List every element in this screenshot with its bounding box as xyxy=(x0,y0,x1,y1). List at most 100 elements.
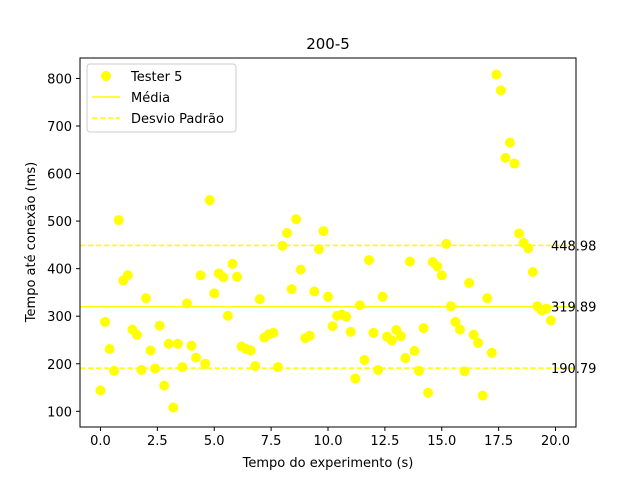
x-tick-label: 2.5 xyxy=(147,434,168,449)
data-point xyxy=(145,345,156,356)
data-point xyxy=(441,238,452,249)
data-point xyxy=(436,270,447,281)
data-point xyxy=(177,362,188,373)
data-point xyxy=(95,385,106,396)
data-point xyxy=(181,298,192,309)
data-point xyxy=(131,329,142,340)
data-point xyxy=(523,243,534,254)
data-point xyxy=(313,244,324,255)
std-lower-annotation: 190.79 xyxy=(551,362,597,377)
data-point xyxy=(341,311,352,322)
data-point xyxy=(204,195,215,206)
data-point xyxy=(163,338,174,349)
mean-annotation: 319.89 xyxy=(551,301,597,316)
data-point xyxy=(454,324,465,335)
data-point xyxy=(414,365,425,376)
data-point xyxy=(527,266,538,277)
data-point xyxy=(491,69,502,80)
data-point xyxy=(200,358,211,369)
data-point xyxy=(482,293,493,304)
data-point xyxy=(445,301,456,312)
y-tick-label: 700 xyxy=(47,120,72,135)
data-point xyxy=(477,390,488,401)
data-point xyxy=(136,364,147,375)
data-point xyxy=(350,373,361,384)
y-tick-label: 100 xyxy=(47,405,72,420)
data-point xyxy=(286,284,297,295)
y-tick-label: 200 xyxy=(47,358,72,373)
data-point xyxy=(154,320,165,331)
data-point xyxy=(368,327,379,338)
data-point xyxy=(254,294,265,305)
legend: Tester 5 Média Desvio Padrão xyxy=(86,63,237,133)
data-point xyxy=(541,303,552,314)
data-point xyxy=(404,256,415,267)
data-point xyxy=(140,293,151,304)
data-point xyxy=(195,270,206,281)
data-point xyxy=(363,255,374,266)
data-point xyxy=(122,270,133,281)
data-point xyxy=(450,316,461,327)
data-point xyxy=(150,363,161,374)
data-point xyxy=(395,331,406,342)
data-point xyxy=(113,215,124,226)
data-point xyxy=(359,354,370,365)
data-point xyxy=(327,321,338,332)
data-point xyxy=(409,345,420,356)
y-axis: 100 200 300 400 500 600 700 800 xyxy=(47,72,80,420)
legend-label-desvio-padrao: Desvio Padrão xyxy=(131,112,224,127)
data-point xyxy=(486,347,497,358)
data-point xyxy=(473,337,484,348)
data-point xyxy=(222,310,233,321)
data-point xyxy=(272,362,283,373)
x-axis-label: Tempo do experimento (s) xyxy=(242,456,414,471)
data-point xyxy=(227,258,238,269)
data-point xyxy=(100,316,111,327)
data-point xyxy=(509,158,520,169)
data-point xyxy=(418,323,429,334)
y-tick-label: 500 xyxy=(47,215,72,230)
data-point xyxy=(495,85,506,96)
legend-box xyxy=(86,63,237,133)
data-point xyxy=(423,387,434,398)
data-point xyxy=(245,345,256,356)
data-point xyxy=(514,228,525,239)
x-tick-label: 17.5 xyxy=(484,434,513,449)
data-point xyxy=(459,366,470,377)
data-point xyxy=(323,291,333,302)
legend-marker-tester-5 xyxy=(101,71,111,81)
std-upper-annotation: 448.98 xyxy=(551,239,597,254)
data-point xyxy=(309,286,320,297)
y-tick-label: 300 xyxy=(47,310,72,325)
data-point xyxy=(277,240,288,251)
y-tick-label: 800 xyxy=(47,72,72,87)
data-point xyxy=(172,338,183,349)
x-tick-label: 12.5 xyxy=(370,434,399,449)
y-axis-label: Tempo até conexão (ms) xyxy=(24,162,39,323)
data-point xyxy=(468,329,479,340)
x-tick-label: 7.5 xyxy=(261,434,282,449)
data-point xyxy=(268,327,279,338)
data-point xyxy=(282,227,293,238)
data-point xyxy=(432,261,443,272)
data-point xyxy=(231,271,242,282)
y-tick-label: 600 xyxy=(47,168,72,183)
data-point xyxy=(191,352,202,363)
data-point xyxy=(218,272,229,283)
data-point xyxy=(291,214,302,225)
y-tick-label: 400 xyxy=(47,263,72,278)
data-point xyxy=(104,344,115,355)
data-point xyxy=(377,291,388,302)
data-point xyxy=(464,277,475,288)
legend-label-tester-5: Tester 5 xyxy=(130,70,182,85)
data-point xyxy=(186,340,197,351)
x-tick-label: 5.0 xyxy=(204,434,225,449)
data-point xyxy=(250,361,261,372)
x-tick-label: 10.0 xyxy=(314,434,343,449)
legend-label-media: Média xyxy=(131,91,170,106)
data-point xyxy=(109,365,120,376)
x-axis: 0.0 2.5 5.0 7.5 10.0 12.5 15.0 17.5 20.0 xyxy=(90,427,570,449)
x-tick-label: 15.0 xyxy=(427,434,456,449)
x-tick-label: 20.0 xyxy=(541,434,570,449)
